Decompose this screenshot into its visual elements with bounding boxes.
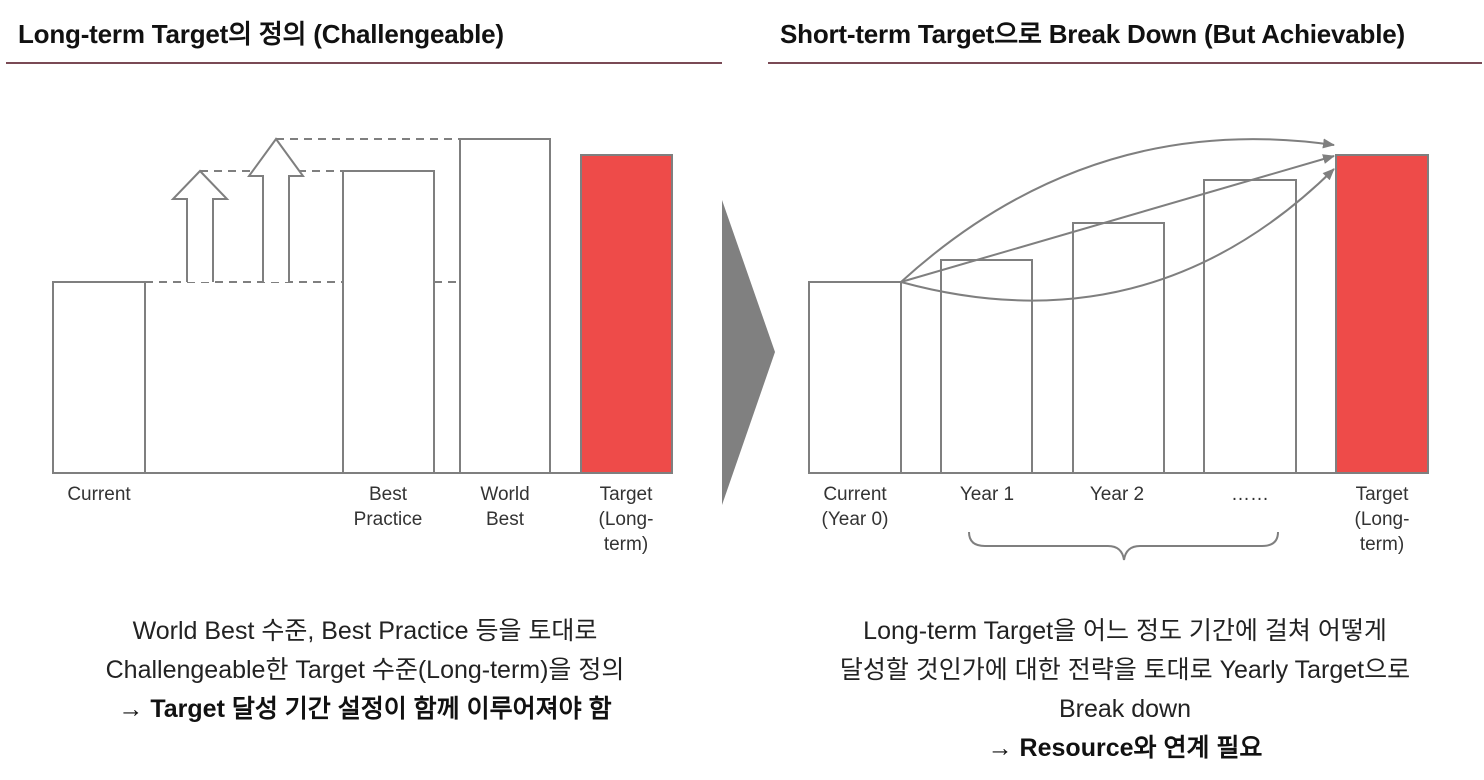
label-world-best-2: Best: [486, 509, 525, 530]
label-target-3: term): [604, 534, 648, 555]
label-current: Current: [67, 484, 131, 505]
left-title-divider: [6, 62, 722, 64]
label-current-year0-1: Current: [823, 484, 887, 505]
label-current-year0-2: (Year 0): [822, 509, 889, 530]
path-arrow-lower: [900, 168, 1335, 302]
path-arrow-straight: [900, 154, 1335, 283]
transition-arrow-icon: [722, 200, 775, 505]
left-caption: World Best 수준, Best Practice 등을 토대로 Chal…: [20, 612, 710, 729]
left-caption-line2: Challengeable한 Target 수준(Long-term)을 정의: [105, 656, 625, 684]
left-diagram: Current Best Practice World Best Target …: [52, 137, 673, 555]
year-n-bar: [1203, 179, 1297, 474]
right-caption-conclusion: → Resource와 연계 필요: [987, 734, 1263, 762]
best-practice-bar: [342, 170, 435, 474]
label-target-right-2: (Long-: [1355, 509, 1410, 530]
left-caption-line1: World Best 수준, Best Practice 등을 토대로: [132, 617, 598, 645]
label-year2: Year 2: [1090, 484, 1144, 505]
label-year1: Year 1: [960, 484, 1014, 505]
current-year0-bar: [808, 281, 902, 474]
label-target-2: (Long-: [599, 509, 654, 530]
long-term-target-bar-right: [1335, 154, 1429, 474]
current-bar: [52, 281, 146, 474]
long-term-target-bar: [580, 154, 673, 474]
right-caption: Long-term Target을 어느 정도 기간에 걸쳐 어떻게 달성할 것…: [770, 612, 1480, 768]
yearly-targets-brace: [968, 531, 1279, 561]
up-arrow-icon-large: [247, 137, 305, 282]
world-best-bar: [459, 138, 551, 474]
right-title-divider: [768, 62, 1482, 64]
right-caption-line2: 달성할 것인가에 대한 전략을 토대로 Yearly Target으로: [839, 656, 1411, 684]
label-ellipsis: ……: [1231, 484, 1269, 505]
label-best-practice-1: Best: [369, 484, 408, 505]
right-diagram: Current (Year 0) Year 1 Year 2 …… Target…: [808, 138, 1429, 561]
right-caption-line3: Break down: [1058, 695, 1192, 723]
path-arrow-upper: [900, 138, 1335, 283]
label-target-right-3: term): [1360, 534, 1404, 555]
year1-bar: [940, 259, 1033, 474]
label-best-practice-2: Practice: [354, 509, 423, 530]
left-panel-title: Long-term Target의 정의 (Challengeable): [18, 19, 504, 49]
right-caption-line1: Long-term Target을 어느 정도 기간에 걸쳐 어떻게: [863, 617, 1387, 645]
year2-bar: [1072, 222, 1165, 474]
right-panel-title: Short-term Target으로 Break Down (But Achi…: [780, 19, 1405, 49]
label-target-right-1: Target: [1356, 484, 1410, 505]
left-caption-conclusion: → Target 달성 기간 설정이 함께 이루어져야 함: [118, 695, 612, 723]
label-world-best-1: World: [480, 484, 529, 505]
label-target-1: Target: [600, 484, 654, 505]
up-arrow-icon-small: [170, 169, 230, 282]
